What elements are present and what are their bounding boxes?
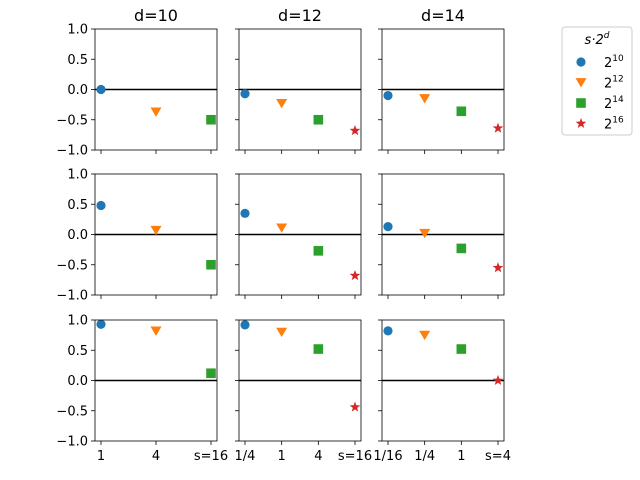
y-tick-label: −1.0 xyxy=(56,144,88,159)
data-point xyxy=(349,270,361,281)
legend-marker xyxy=(575,78,587,88)
axes-frame xyxy=(381,319,505,442)
data-point xyxy=(206,114,216,125)
y-tick-label: 0.5 xyxy=(67,198,88,213)
data-point xyxy=(456,106,467,117)
y-tick-label: 1.0 xyxy=(67,23,88,38)
y-tick-label: −1.0 xyxy=(56,289,88,304)
data-point xyxy=(276,223,288,233)
data-point xyxy=(456,344,467,354)
x-tick-label: s=16 xyxy=(338,449,372,464)
data-point xyxy=(383,222,393,232)
legend-marker xyxy=(576,98,586,108)
column-title-d14: d=14 xyxy=(421,6,465,25)
data-point xyxy=(96,84,106,95)
y-tick-label: 0.5 xyxy=(67,53,88,68)
subplot-grid: 1.0 0.5 0.0 −0.5 −1.0 1.0 0.5 0.0 −0.5 −1.0 1.0 0.5… xyxy=(56,23,511,465)
data-point xyxy=(96,319,106,329)
data-point xyxy=(313,344,324,354)
data-point xyxy=(96,200,106,211)
data-point xyxy=(206,368,216,379)
axes-frame xyxy=(94,319,218,442)
y-tick-label: 0.0 xyxy=(67,374,88,389)
panel-r2-c1: 1/4 1 4 s=16 xyxy=(235,319,372,464)
data-point xyxy=(313,246,324,256)
panel-r0-c0: 1.0 0.5 0.0 −0.5 −1.0 xyxy=(56,23,218,159)
data-point xyxy=(150,326,162,336)
x-tick-label: 1/4 xyxy=(414,449,435,464)
axes-frame xyxy=(381,28,505,151)
data-point xyxy=(492,374,504,386)
y-tick-label: −1.0 xyxy=(56,435,88,450)
data-point xyxy=(419,94,431,104)
x-tick-label: 1/16 xyxy=(373,449,402,464)
data-point xyxy=(206,259,216,270)
y-tick-label: 0.5 xyxy=(67,344,88,359)
data-point xyxy=(349,125,361,136)
y-tick-label: −0.5 xyxy=(56,258,88,273)
data-point xyxy=(419,330,431,341)
panel-r2-c2: 1/16 1/4 1 s=4 xyxy=(373,319,511,464)
x-tick-label: 1 xyxy=(278,449,286,464)
data-point xyxy=(349,401,361,412)
x-tick-label: 1 xyxy=(457,449,465,464)
axes-frame xyxy=(94,28,218,151)
data-point xyxy=(383,90,393,101)
legend-marker xyxy=(575,117,587,129)
axes-frame xyxy=(238,319,362,442)
y-tick-label: −0.5 xyxy=(56,404,88,419)
y-tick-label: 0.0 xyxy=(67,228,88,243)
panel-r2-c0: 1.0 0.5 0.0 −0.5 −1.0 1 4 s=16 xyxy=(56,314,228,465)
panel-r1-c0: 1.0 0.5 0.0 −0.5 −1.0 xyxy=(56,168,218,304)
data-point xyxy=(150,225,162,236)
axes-frame xyxy=(238,28,362,151)
y-tick-label: 1.0 xyxy=(67,314,88,329)
data-point xyxy=(492,122,504,133)
data-point xyxy=(383,326,393,336)
y-tick-label: −0.5 xyxy=(56,113,88,128)
data-point xyxy=(276,327,288,338)
x-tick-label: s=16 xyxy=(194,449,228,464)
x-tick-label: 4 xyxy=(314,449,322,464)
x-tick-label: 1/4 xyxy=(235,449,256,464)
panel-r0-c1 xyxy=(235,28,362,154)
data-point xyxy=(240,89,250,99)
data-point xyxy=(419,228,431,239)
data-point xyxy=(276,99,288,109)
y-tick-label: 1.0 xyxy=(67,168,88,183)
column-title-d12: d=12 xyxy=(278,6,322,25)
column-title-d10: d=10 xyxy=(134,6,178,25)
legend-frame xyxy=(561,26,633,136)
data-point xyxy=(150,107,162,117)
data-point xyxy=(456,243,467,254)
legend-marker xyxy=(576,57,586,67)
data-point xyxy=(492,262,504,273)
legend-title: s·2d xyxy=(585,31,610,48)
axes-frame xyxy=(238,173,362,296)
panel-r1-c1 xyxy=(235,173,362,299)
x-tick-label: s=4 xyxy=(485,449,511,464)
axes-frame xyxy=(381,173,505,296)
x-tick-label: 4 xyxy=(152,449,160,464)
x-tick-label: 1 xyxy=(97,449,105,464)
axes-frame xyxy=(94,173,218,296)
data-point xyxy=(240,320,250,330)
y-tick-label: 0.0 xyxy=(67,83,88,98)
data-point xyxy=(240,208,250,218)
panel-r0-c2 xyxy=(378,28,505,154)
data-point xyxy=(313,114,324,125)
panel-r1-c2 xyxy=(378,173,505,299)
